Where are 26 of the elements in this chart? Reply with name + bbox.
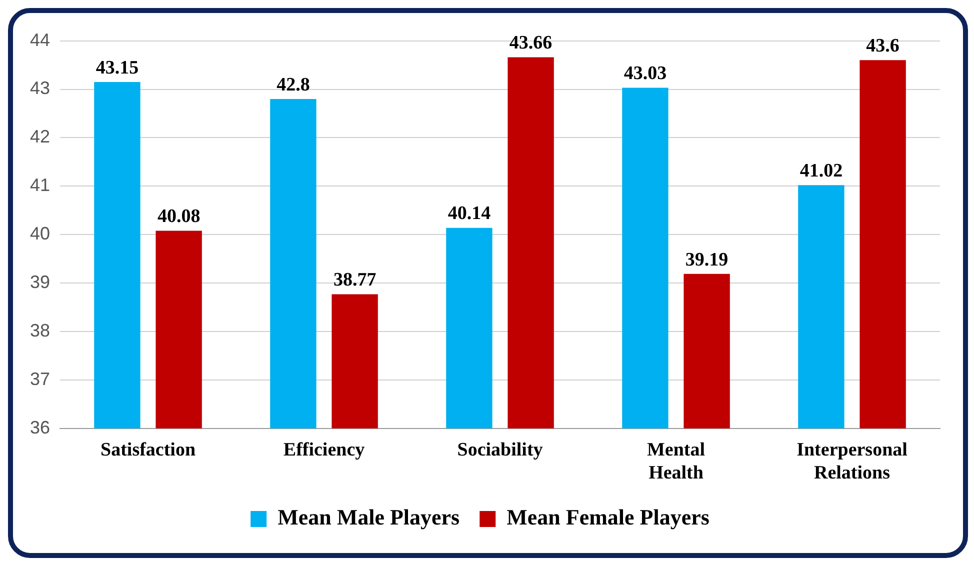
y-tick-label: 43 xyxy=(30,78,50,98)
x-tick-label: Sociability xyxy=(457,440,544,461)
x-tick-label: Mental Health xyxy=(646,440,706,484)
data-label: 41.02 xyxy=(800,160,843,182)
data-label: 38.77 xyxy=(333,270,377,291)
y-tick-label: 42 xyxy=(30,126,50,147)
data-label: 39.19 xyxy=(685,249,728,270)
y-tick-label: 40 xyxy=(30,224,50,244)
y-tick-label: 39 xyxy=(30,272,50,292)
x-tick-label: Efficiency xyxy=(283,440,366,461)
data-label: 40.14 xyxy=(448,203,492,224)
data-label: 42.8 xyxy=(276,74,310,96)
x-tick-label: Interpersonal Relations xyxy=(796,440,908,484)
legend-label: Mean Male Players xyxy=(278,504,460,530)
x-tick-label: Satisfaction xyxy=(100,440,196,461)
legend-label: Mean Female Players xyxy=(506,504,710,530)
data-label: 43.66 xyxy=(509,32,552,54)
y-tick-label: 44 xyxy=(30,30,50,50)
data-label: 43.6 xyxy=(866,36,900,57)
y-tick-label: 37 xyxy=(30,368,50,389)
y-tick-label: 36 xyxy=(30,417,50,438)
y-tick-label: 38 xyxy=(30,320,50,340)
y-tick-label: 41 xyxy=(30,175,50,196)
data-label: 43.15 xyxy=(96,57,139,78)
data-label: 40.08 xyxy=(157,206,200,228)
data-label: 43.03 xyxy=(624,63,667,84)
